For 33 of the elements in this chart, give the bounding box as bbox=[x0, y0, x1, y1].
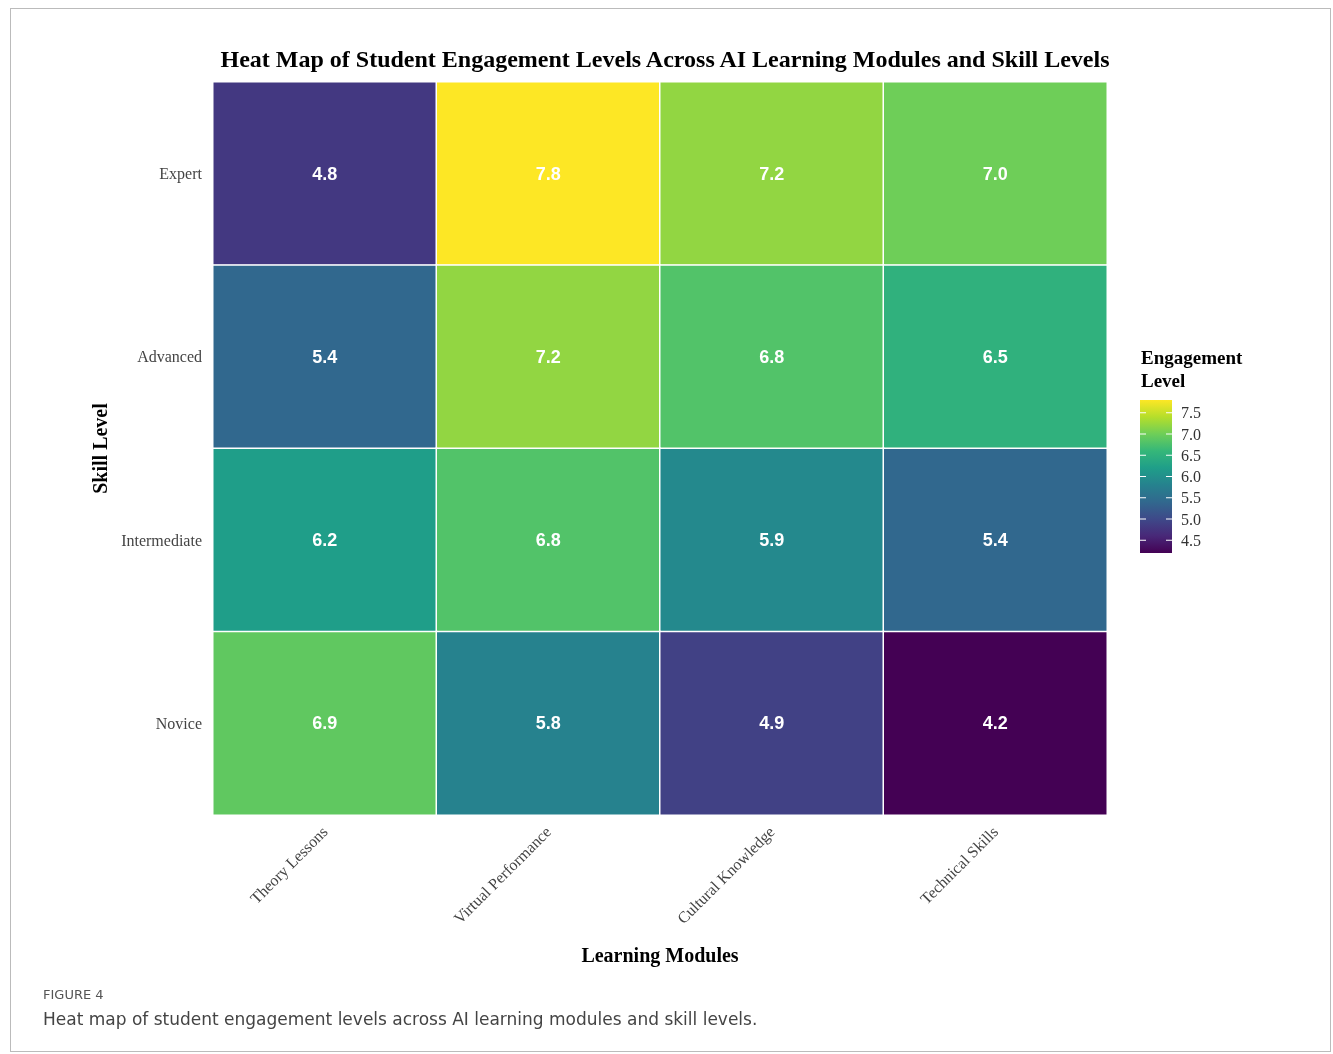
color-bar-label: 6.5 bbox=[1181, 446, 1201, 464]
caption: FIGURE 4 bbox=[43, 987, 104, 1002]
legend-title: Engagement Level bbox=[1141, 347, 1248, 391]
data-label: 5.9 bbox=[759, 530, 785, 551]
data-label: 5.8 bbox=[535, 713, 561, 734]
data-label: 6.5 bbox=[982, 346, 1008, 367]
x-axis-title: Learning Modules bbox=[581, 944, 739, 967]
data-label: 6.9 bbox=[312, 713, 338, 734]
y-tick-label: Advanced bbox=[137, 348, 202, 366]
y-tick-label: Novice bbox=[155, 714, 202, 732]
data-label: 7.8 bbox=[535, 163, 561, 184]
data-label: 4.2 bbox=[982, 713, 1008, 734]
y-tick-label: Intermediate bbox=[121, 531, 202, 549]
data-label: 6.8 bbox=[535, 530, 561, 551]
data-label: 6.2 bbox=[312, 530, 338, 551]
data-label: 4.8 bbox=[312, 163, 338, 184]
color-bar-label: 4.5 bbox=[1181, 531, 1201, 549]
data-label: 5.4 bbox=[312, 346, 338, 367]
color-bar-label: 5.5 bbox=[1181, 489, 1201, 507]
data-label: 7.2 bbox=[759, 163, 785, 184]
data-label: 5.4 bbox=[982, 530, 1008, 551]
data-label: 6.8 bbox=[759, 346, 785, 367]
y-axis-title: Skill Level bbox=[89, 402, 112, 494]
data-label: 7.2 bbox=[535, 346, 561, 367]
color-bar-label: 5.0 bbox=[1181, 510, 1201, 528]
color-bar-label: 7.5 bbox=[1181, 404, 1201, 422]
color-bar-label: 6.0 bbox=[1181, 468, 1201, 485]
text: Heat map of student engagement levels across AI learning modules and skill levels. bbox=[43, 1008, 758, 1029]
data-label: 4.9 bbox=[759, 713, 785, 734]
chart-title: Heat Map of Student Engagement Levels Across AI Learning Modules and Skill Levels bbox=[220, 46, 1110, 72]
data-label: 7.0 bbox=[982, 163, 1008, 184]
color-bar-label: 7.0 bbox=[1181, 425, 1201, 443]
y-tick-label: Expert bbox=[159, 165, 203, 184]
